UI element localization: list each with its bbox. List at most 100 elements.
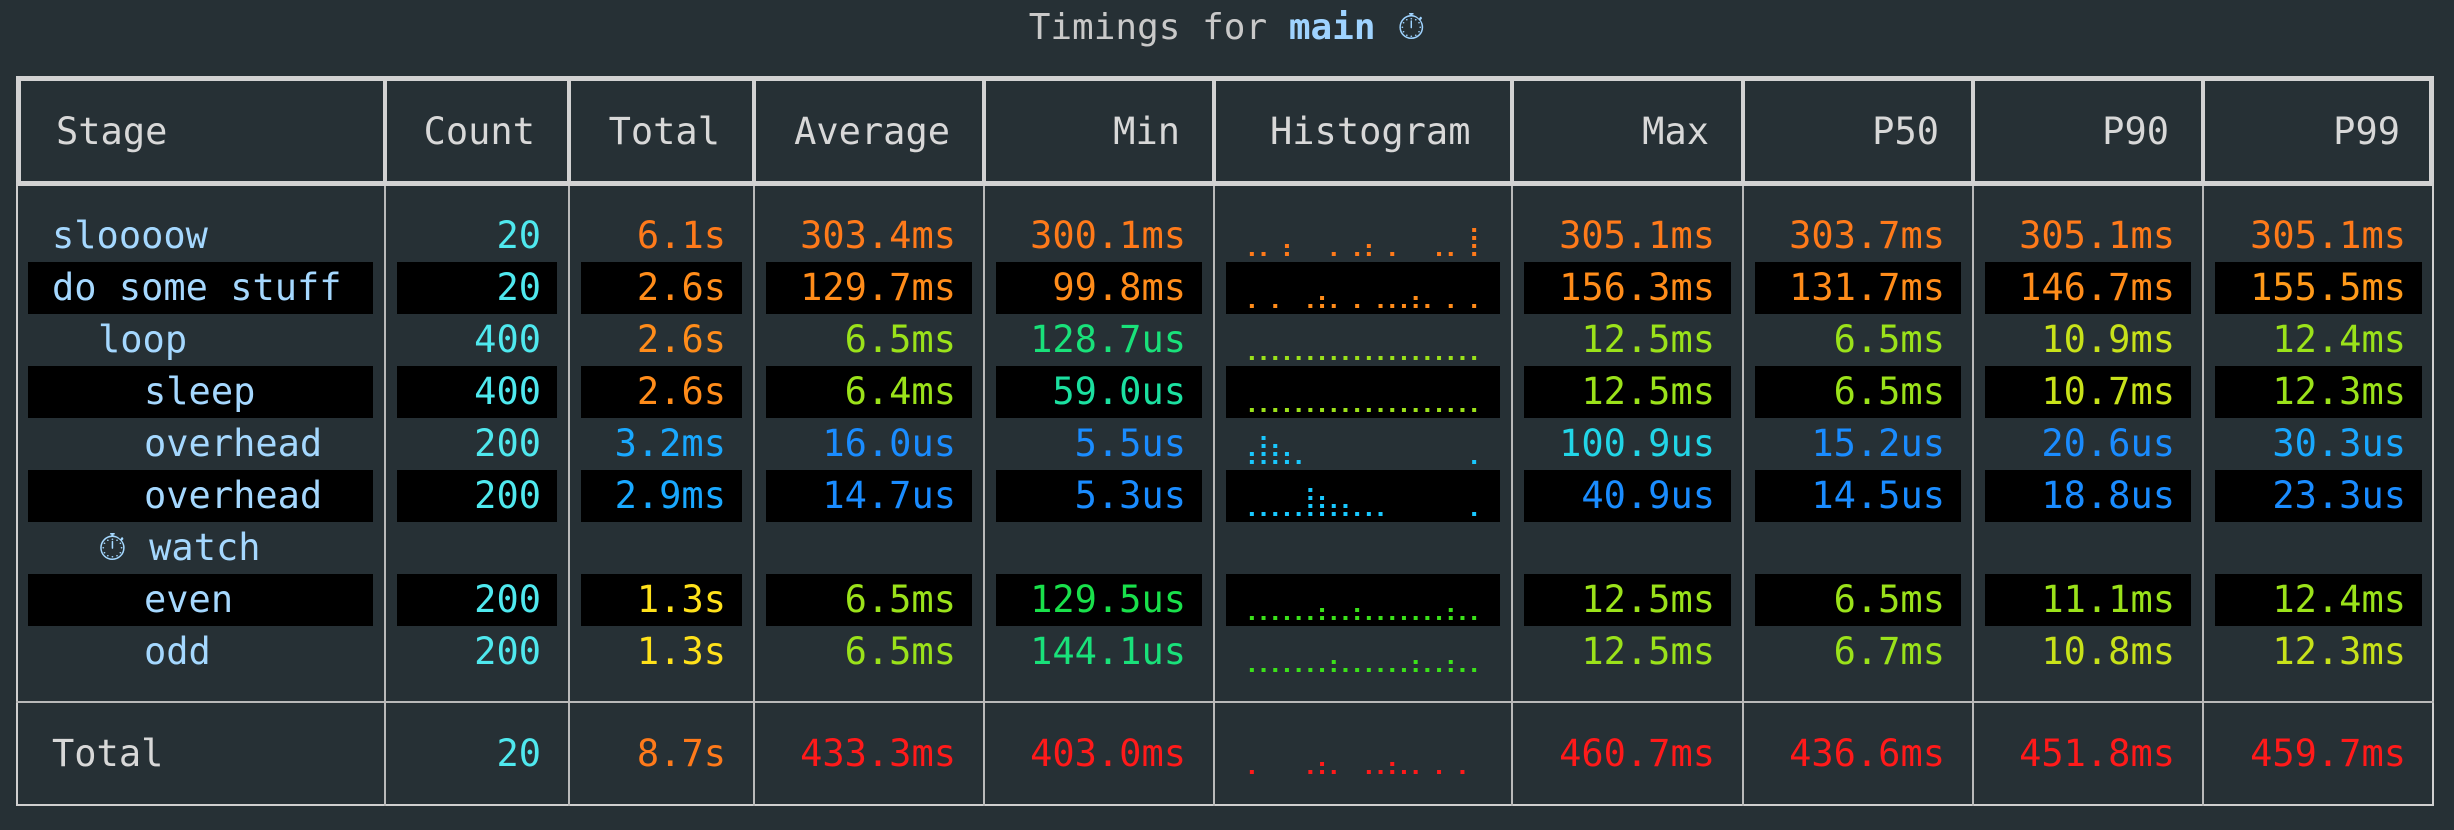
histogram-bin xyxy=(1320,408,1325,412)
histogram-bin xyxy=(1296,356,1301,360)
histogram-bin xyxy=(1284,356,1289,360)
histogram-total xyxy=(1249,762,1465,774)
cell-average: 6.5ms xyxy=(844,318,956,361)
histogram-bin xyxy=(1425,408,1430,412)
histogram-bin xyxy=(1355,408,1360,412)
histogram-bin xyxy=(1296,460,1301,464)
cell-average: 303.4ms xyxy=(800,214,956,257)
histogram-bin xyxy=(1472,668,1477,672)
histogram-bin xyxy=(1343,408,1348,412)
histogram-bin xyxy=(1261,408,1266,412)
histogram-bin xyxy=(1273,512,1278,516)
histogram-bin xyxy=(1425,668,1430,672)
histogram-bin xyxy=(1320,512,1325,516)
cell-min: 128.7us xyxy=(1030,318,1186,361)
histogram-bin xyxy=(1390,762,1395,766)
histogram-0 xyxy=(1249,228,1477,256)
histogram-bin xyxy=(1284,512,1289,516)
stage-name: even xyxy=(28,574,373,626)
histogram-bin xyxy=(1472,616,1477,620)
column-header-p99[interactable]: P99 xyxy=(2333,110,2400,153)
histogram-bin xyxy=(1401,356,1406,360)
cell-p50 xyxy=(1755,522,1961,574)
cell-min: 129.5us xyxy=(996,574,1202,626)
histogram-bin xyxy=(1320,304,1325,308)
cell-min: 59.0us xyxy=(996,366,1202,418)
column-header-stage[interactable]: Stage xyxy=(56,110,168,153)
cell-total xyxy=(581,522,742,574)
histogram-bin xyxy=(1460,356,1465,360)
column-header-average[interactable]: Average xyxy=(794,110,950,153)
histogram-bin xyxy=(1472,252,1477,256)
stage-label: sleep xyxy=(144,370,256,413)
cell-total: 2.6s xyxy=(581,262,742,314)
total-divider xyxy=(16,701,2434,703)
histogram-bin xyxy=(1437,408,1442,412)
histogram-2 xyxy=(1249,356,1477,360)
histogram-bin xyxy=(1249,304,1254,308)
histogram-bin xyxy=(1460,770,1465,774)
histogram-bin xyxy=(1284,452,1289,456)
cell-total: 1.3s xyxy=(581,574,742,626)
cell-average: 129.7ms xyxy=(766,262,972,314)
column-divider xyxy=(1213,186,1215,806)
histogram-bin xyxy=(1355,608,1360,612)
histogram-bin xyxy=(1401,770,1406,774)
column-divider xyxy=(753,186,755,806)
cell-p50: 6.5ms xyxy=(1833,318,1945,361)
stage-label: watch xyxy=(149,526,261,569)
histogram-bin xyxy=(1284,408,1289,412)
cell-p90: 20.6us xyxy=(2041,422,2175,465)
histogram-bin xyxy=(1425,356,1430,360)
histogram-bin xyxy=(1284,616,1289,620)
histogram-bin xyxy=(1261,512,1266,516)
cell-count xyxy=(397,522,557,574)
histogram-bin xyxy=(1331,616,1336,620)
column-header-p50[interactable]: P50 xyxy=(1872,110,1939,153)
histogram-bin xyxy=(1296,512,1301,516)
histogram-bin xyxy=(1378,512,1383,516)
histogram-bin xyxy=(1448,356,1453,360)
histogram-bin xyxy=(1472,460,1477,464)
histogram-bin xyxy=(1413,296,1418,300)
total-total: 8.7s xyxy=(636,732,726,775)
column-header-histogram[interactable]: Histogram xyxy=(1270,110,1471,153)
cell-p99: 12.4ms xyxy=(2272,318,2406,361)
histogram-bin xyxy=(1284,668,1289,672)
histogram-bin xyxy=(1343,668,1348,672)
histogram-bin xyxy=(1355,512,1360,516)
table-body xyxy=(16,182,2434,806)
histogram-bin xyxy=(1460,408,1465,412)
stage-label: even xyxy=(144,578,234,621)
cell-p50: 303.7ms xyxy=(1789,214,1945,257)
histogram-bin xyxy=(1448,608,1453,612)
column-header-max[interactable]: Max xyxy=(1642,110,1709,153)
column-header-min[interactable]: Min xyxy=(1113,110,1180,153)
stage-name: ⏱ watch xyxy=(28,522,373,574)
histogram-bin xyxy=(1331,770,1336,774)
histogram-bin xyxy=(1249,616,1254,620)
histogram-8 xyxy=(1249,660,1477,672)
histogram-bin xyxy=(1320,496,1325,500)
histogram-background xyxy=(1226,366,1500,418)
histogram-bin xyxy=(1261,460,1266,464)
histogram-background xyxy=(1226,574,1500,626)
histogram-bin xyxy=(1249,356,1254,360)
histogram-bin xyxy=(1413,356,1418,360)
column-header-p90[interactable]: P90 xyxy=(2102,110,2169,153)
cell-total: 3.2ms xyxy=(614,422,726,465)
histogram-bin xyxy=(1320,356,1325,360)
histogram-bin xyxy=(1448,616,1453,620)
stage-label: odd xyxy=(144,630,211,673)
column-header-count[interactable]: Count xyxy=(423,110,535,153)
histogram-bin xyxy=(1390,616,1395,620)
column-header-total[interactable]: Total xyxy=(608,110,720,153)
histogram-bin xyxy=(1273,616,1278,620)
histogram-bin xyxy=(1437,252,1442,256)
total-label: Total xyxy=(52,732,164,775)
histogram-bin xyxy=(1413,304,1418,308)
cell-average: 6.5ms xyxy=(766,574,972,626)
histogram-bin xyxy=(1437,770,1442,774)
histogram-bin xyxy=(1425,616,1430,620)
histogram-bin xyxy=(1261,252,1266,256)
